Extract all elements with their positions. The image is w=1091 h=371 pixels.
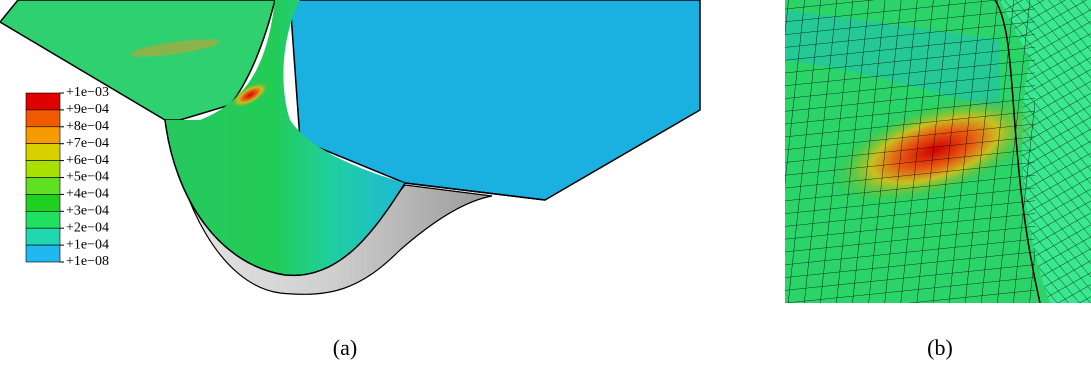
caption-b: (b) [927,335,953,360]
legend-label: +3e−04 [66,204,109,219]
legend-swatch [25,227,61,246]
legend-swatch [25,244,61,263]
legend-swatch [25,126,61,145]
legend-label: +5e−04 [66,170,109,185]
legend-swatch [25,160,61,178]
legend-swatch [25,109,61,128]
panel-a: +1e−03 +9e−04 +8e−04 +7e−04 +6e−04 +5e−04 +4e−… [0,0,701,295]
legend-swatch [25,194,61,212]
legend: +1e−03 +9e−04 +8e−04 +7e−04 +6e−04 +5e−04 +4e−… [25,85,109,269]
legend-label: +1e−08 [66,254,109,269]
zoom-mesh [785,0,1035,303]
legend-label: +6e−04 [66,153,109,168]
legend-swatch [25,177,61,195]
legend-label: +7e−04 [66,136,109,151]
legend-label: +2e−04 [66,220,109,235]
trough [165,0,405,276]
panel-b [785,0,1091,303]
legend-swatch [25,211,61,229]
legend-label: +9e−04 [66,102,109,117]
zoom-right-mesh [1000,0,1091,303]
legend-swatch [25,143,61,161]
warm-band [130,39,220,57]
legend-label: +8e−04 [66,119,109,134]
edge [164,119,546,277]
caption-a: (a) [333,335,357,360]
legend-label: +1e−04 [66,237,109,252]
legend-swatch [25,92,61,111]
legend-label: +4e−04 [66,187,109,202]
zoom-edge [994,0,1041,303]
hotspot [230,81,270,109]
legend-label: +1e−03 [66,85,109,100]
